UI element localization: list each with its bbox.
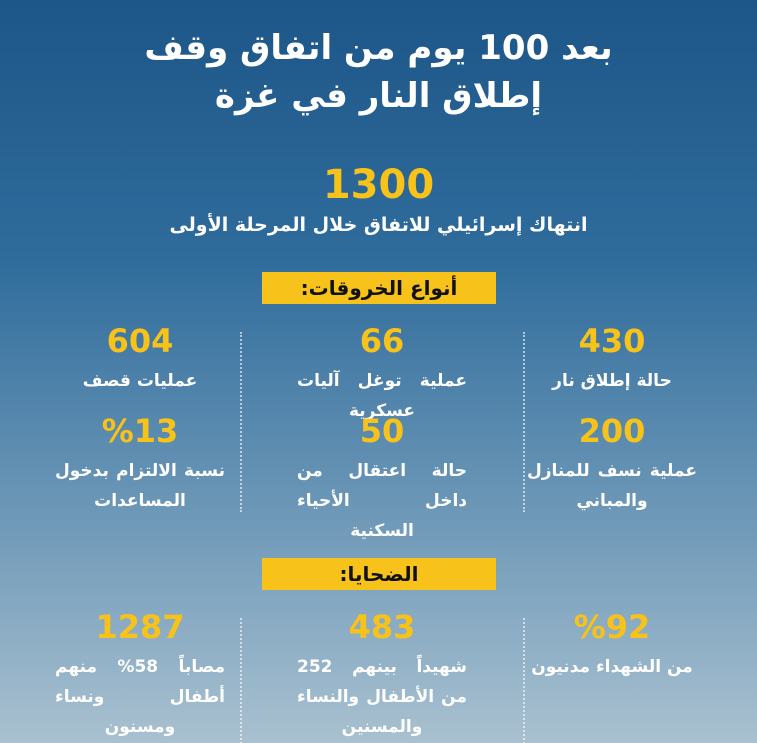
stat-label: عملية توغل آليات عسكرية [297,371,467,421]
stat-label: نسبة الالتزام بدخول المساعدات [55,461,225,511]
headline-label: انتهاك إسرائيلي للاتفاق خلال المرحلة الأ… [169,214,588,236]
stat-value: 66 [359,322,405,360]
section-heading: أنواع الخروقات: [262,272,496,304]
stat-label: حالة اعتقال من داخل الأحياء السكنية [297,461,467,541]
stat-label: شهيداً بينهم 252 من الأطفال والنساء والم… [297,657,467,737]
title-line: إطلاق النار في غزة [214,76,543,116]
column-divider [523,618,525,743]
title-line: بعد 100 يوم من اتفاق وقف [144,28,613,68]
stat-value: %92 [573,608,651,646]
column-divider [523,332,525,512]
headline-value: 1300 [322,162,435,208]
column-divider [240,618,242,743]
stat-value: 200 [578,412,646,450]
stat-label: من الشهداء مدنيون [531,657,693,677]
stat-value: 430 [578,322,646,360]
column-divider [240,332,242,512]
stat-label: حالة إطلاق نار [552,371,672,391]
stat-label: عمليات قصف [82,371,198,391]
stat-label: مصاباً 58% منهم أطفال ونساء ومسنون [55,657,225,737]
section-heading: الضحايا: [262,558,496,590]
stat-label: عملية نسف للمنازل والمباني [527,461,697,511]
stat-value: 483 [348,608,416,646]
stat-value: %13 [101,412,179,450]
stat-value: 1287 [95,608,185,646]
stat-value: 604 [106,322,174,360]
stat-value: 50 [359,412,405,450]
